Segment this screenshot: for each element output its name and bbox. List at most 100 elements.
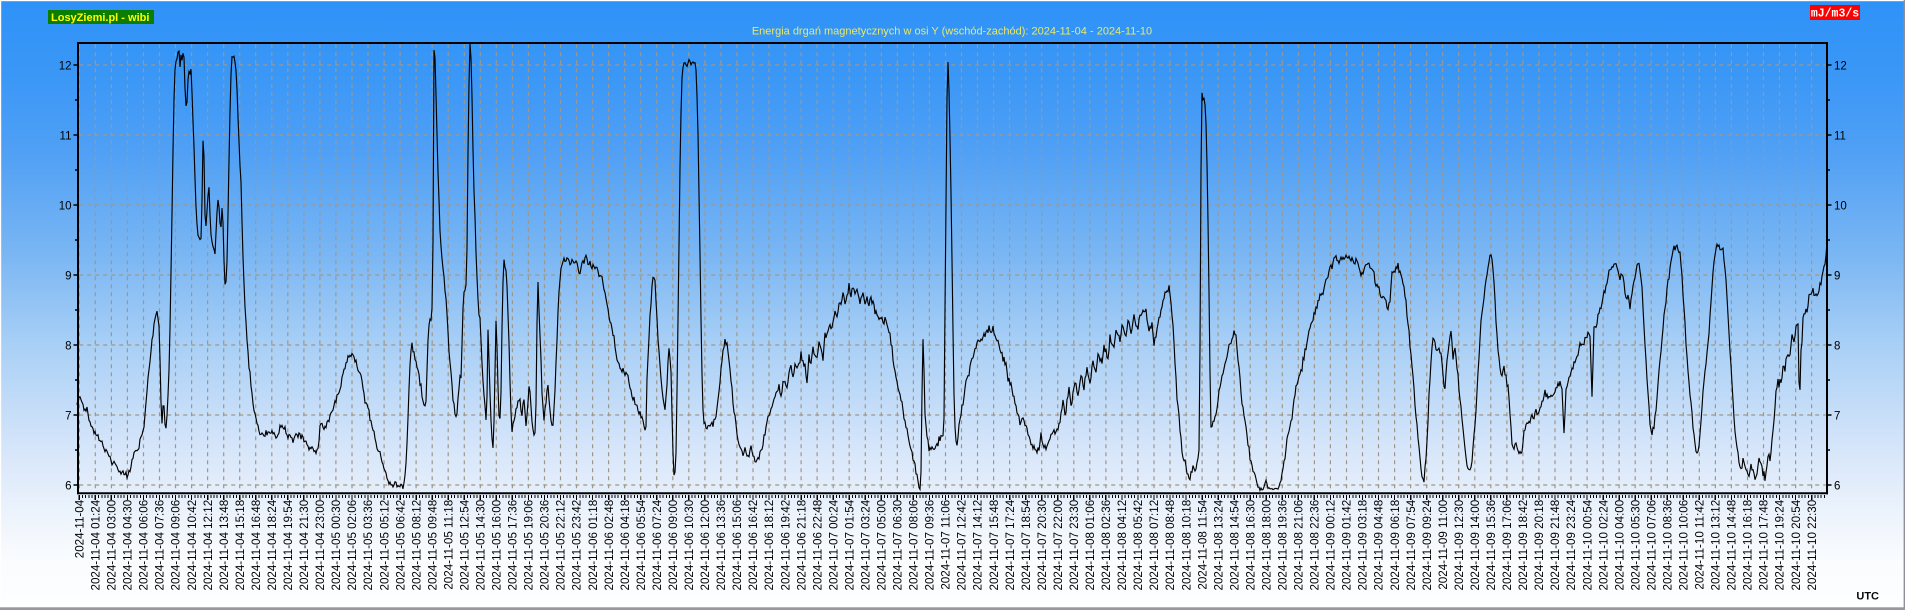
- svg-text:2024-11-05 19:06: 2024-11-05 19:06: [523, 500, 536, 591]
- svg-text:2024-11-09 01:42: 2024-11-09 01:42: [1341, 500, 1354, 591]
- svg-text:2024-11-04 21:30: 2024-11-04 21:30: [298, 500, 311, 591]
- svg-text:2024-11-04 03:00: 2024-11-04 03:00: [106, 500, 119, 591]
- svg-text:9: 9: [1834, 270, 1840, 282]
- svg-text:2024-11-08 19:36: 2024-11-08 19:36: [1277, 500, 1290, 591]
- svg-text:2024-11-09 00:12: 2024-11-09 00:12: [1325, 500, 1338, 591]
- svg-text:2024-11-09 12:30: 2024-11-09 12:30: [1453, 500, 1466, 591]
- svg-text:2024-11-08 16:30: 2024-11-08 16:30: [1244, 500, 1257, 591]
- svg-text:2024-11-10 11:42: 2024-11-10 11:42: [1694, 500, 1707, 590]
- svg-text:2024-11-10 14:48: 2024-11-10 14:48: [1726, 500, 1739, 591]
- svg-text:2024-11-06 16:42: 2024-11-06 16:42: [747, 500, 760, 591]
- svg-text:2024-11-06 21:18: 2024-11-06 21:18: [795, 500, 808, 591]
- svg-text:2024-11-08 13:24: 2024-11-08 13:24: [1212, 499, 1225, 590]
- svg-text:2024-11-08 07:12: 2024-11-08 07:12: [1148, 500, 1161, 591]
- svg-text:2024-11-10 08:36: 2024-11-10 08:36: [1662, 500, 1675, 591]
- svg-text:2024-11-04: 2024-11-04: [74, 499, 87, 558]
- svg-text:2024-11-06 05:54: 2024-11-06 05:54: [635, 499, 648, 590]
- svg-text:2024-11-04 07:36: 2024-11-04 07:36: [154, 500, 167, 591]
- svg-text:2024-11-09 14:00: 2024-11-09 14:00: [1469, 500, 1482, 591]
- svg-text:2024-11-07 06:30: 2024-11-07 06:30: [892, 500, 905, 591]
- svg-text:2024-11-04 09:06: 2024-11-04 09:06: [170, 500, 183, 591]
- svg-text:2024-11-05 20:36: 2024-11-05 20:36: [539, 500, 552, 591]
- svg-text:2024-11-07 12:42: 2024-11-07 12:42: [956, 500, 969, 591]
- svg-text:2024-11-05 12:54: 2024-11-05 12:54: [459, 499, 472, 590]
- svg-text:2024-11-05 11:18: 2024-11-05 11:18: [442, 500, 455, 590]
- svg-text:2024-11-05 23:42: 2024-11-05 23:42: [571, 500, 584, 591]
- svg-text:2024-11-07 11:06: 2024-11-07 11:06: [940, 500, 953, 590]
- svg-text:2024-11-10 05:30: 2024-11-10 05:30: [1629, 500, 1642, 591]
- svg-text:2024-11-10 22:30: 2024-11-10 22:30: [1806, 500, 1819, 591]
- svg-text:7: 7: [1834, 410, 1840, 422]
- svg-text:2024-11-07 05:00: 2024-11-07 05:00: [876, 500, 889, 591]
- svg-text:2024-11-09 07:54: 2024-11-09 07:54: [1405, 499, 1418, 590]
- svg-text:2024-11-05 06:42: 2024-11-05 06:42: [394, 500, 407, 591]
- svg-text:2024-11-10 00:54: 2024-11-10 00:54: [1581, 499, 1594, 590]
- svg-text:10: 10: [59, 200, 72, 212]
- svg-text:2024-11-07 08:06: 2024-11-07 08:06: [908, 500, 921, 591]
- svg-text:2024-11-06 19:42: 2024-11-06 19:42: [779, 500, 792, 591]
- svg-text:11: 11: [60, 130, 72, 142]
- svg-text:2024-11-08 04:12: 2024-11-08 04:12: [1116, 500, 1129, 591]
- svg-text:2024-11-10 13:12: 2024-11-10 13:12: [1710, 500, 1723, 591]
- svg-text:2024-11-04 01:24: 2024-11-04 01:24: [90, 499, 103, 590]
- svg-text:2024-11-05 16:00: 2024-11-05 16:00: [491, 500, 504, 591]
- svg-text:2024-11-08 22:36: 2024-11-08 22:36: [1309, 500, 1322, 591]
- svg-text:2024-11-06 02:48: 2024-11-06 02:48: [603, 500, 616, 591]
- svg-text:2024-11-06 10:30: 2024-11-06 10:30: [683, 500, 696, 591]
- svg-text:2024-11-04 16:48: 2024-11-04 16:48: [250, 500, 263, 591]
- svg-text:2024-11-06 18:12: 2024-11-06 18:12: [763, 500, 776, 591]
- svg-text:mJ/m3/s: mJ/m3/s: [1811, 8, 1859, 21]
- svg-text:2024-11-05 17:36: 2024-11-05 17:36: [507, 500, 520, 591]
- svg-text:2024-11-08 21:06: 2024-11-08 21:06: [1293, 500, 1306, 591]
- svg-text:2024-11-05 09:48: 2024-11-05 09:48: [426, 500, 439, 591]
- svg-text:2024-11-10 07:06: 2024-11-10 07:06: [1645, 500, 1658, 591]
- svg-text:2024-11-06 09:00: 2024-11-06 09:00: [667, 500, 680, 591]
- svg-text:2024-11-05 14:30: 2024-11-05 14:30: [475, 500, 488, 591]
- svg-text:2024-11-08 02:36: 2024-11-08 02:36: [1100, 500, 1113, 591]
- svg-text:2024-11-05 22:12: 2024-11-05 22:12: [555, 500, 568, 591]
- svg-text:2024-11-04 15:18: 2024-11-04 15:18: [234, 500, 247, 591]
- svg-text:2024-11-09 11:00: 2024-11-09 11:00: [1437, 500, 1450, 590]
- svg-text:2024-11-08 05:42: 2024-11-08 05:42: [1132, 500, 1145, 591]
- svg-text:2024-11-07 03:24: 2024-11-07 03:24: [860, 499, 873, 590]
- svg-text:2024-11-08 08:48: 2024-11-08 08:48: [1164, 500, 1177, 591]
- svg-text:2024-11-06 07:24: 2024-11-06 07:24: [651, 499, 664, 590]
- svg-text:2024-11-09 18:42: 2024-11-09 18:42: [1517, 500, 1530, 591]
- svg-text:2024-11-04 04:30: 2024-11-04 04:30: [122, 500, 135, 591]
- svg-text:2024-11-04 10:42: 2024-11-04 10:42: [186, 500, 199, 591]
- svg-text:2024-11-04 19:54: 2024-11-04 19:54: [282, 499, 295, 590]
- svg-text:8: 8: [1834, 340, 1840, 352]
- svg-text:UTC: UTC: [1856, 591, 1879, 603]
- svg-text:2024-11-08 11:54: 2024-11-08 11:54: [1196, 499, 1209, 589]
- svg-text:2024-11-10 16:18: 2024-11-10 16:18: [1742, 500, 1755, 591]
- svg-text:2024-11-06 22:48: 2024-11-06 22:48: [811, 500, 824, 591]
- svg-text:2024-11-05 03:36: 2024-11-05 03:36: [362, 500, 375, 591]
- svg-text:2024-11-07 20:30: 2024-11-07 20:30: [1036, 500, 1049, 591]
- svg-text:2024-11-08 14:54: 2024-11-08 14:54: [1228, 499, 1241, 590]
- svg-text:2024-11-10 10:06: 2024-11-10 10:06: [1678, 500, 1691, 591]
- svg-text:2024-11-10 19:24: 2024-11-10 19:24: [1774, 499, 1787, 590]
- svg-text:2024-11-07 01:54: 2024-11-07 01:54: [843, 499, 856, 590]
- svg-text:9: 9: [65, 270, 71, 282]
- svg-text:2024-11-04 06:06: 2024-11-04 06:06: [138, 500, 151, 591]
- svg-text:2024-11-09 06:18: 2024-11-09 06:18: [1389, 500, 1402, 591]
- svg-text:2024-11-07 15:48: 2024-11-07 15:48: [988, 500, 1001, 591]
- svg-text:2024-11-06 01:18: 2024-11-06 01:18: [587, 500, 600, 591]
- svg-text:2024-11-05 05:12: 2024-11-05 05:12: [378, 500, 391, 591]
- svg-text:2024-11-09 09:24: 2024-11-09 09:24: [1421, 499, 1434, 590]
- svg-text:10: 10: [1834, 200, 1847, 212]
- svg-text:2024-11-07 17:24: 2024-11-07 17:24: [1004, 499, 1017, 590]
- svg-text:7: 7: [65, 410, 71, 422]
- svg-text:2024-11-07 09:36: 2024-11-07 09:36: [924, 500, 937, 591]
- svg-text:2024-11-10 02:24: 2024-11-10 02:24: [1597, 499, 1610, 590]
- svg-text:2024-11-08 18:00: 2024-11-08 18:00: [1261, 500, 1274, 591]
- svg-text:2024-11-09 03:18: 2024-11-09 03:18: [1357, 500, 1370, 591]
- svg-text:2024-11-09 20:18: 2024-11-09 20:18: [1533, 500, 1546, 591]
- svg-text:2024-11-09 15:36: 2024-11-09 15:36: [1485, 500, 1498, 591]
- svg-text:8: 8: [65, 340, 71, 352]
- svg-text:2024-11-07 14:12: 2024-11-07 14:12: [972, 500, 985, 591]
- svg-text:2024-11-05 02:06: 2024-11-05 02:06: [346, 500, 359, 591]
- svg-text:2024-11-04 12:12: 2024-11-04 12:12: [202, 500, 215, 591]
- svg-text:2024-11-06 13:36: 2024-11-06 13:36: [715, 500, 728, 591]
- svg-text:2024-11-06 15:06: 2024-11-06 15:06: [731, 500, 744, 591]
